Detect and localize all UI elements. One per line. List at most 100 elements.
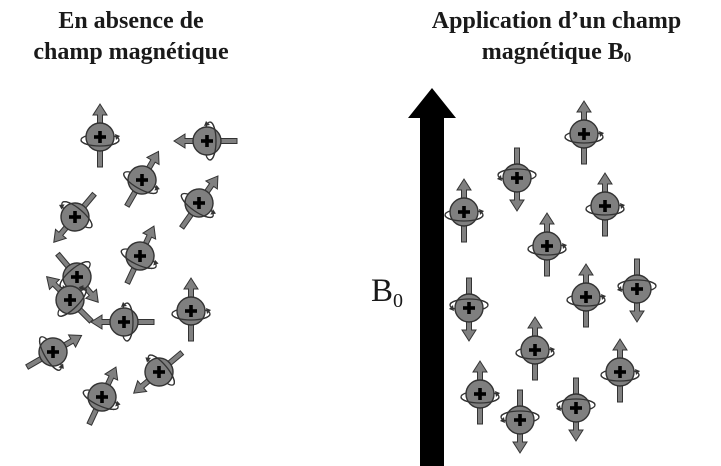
charge-plus-sign [511,172,523,184]
proton-r3 [123,150,160,208]
field-label: B0 [371,273,403,319]
proton-r6 [120,225,159,285]
proton-a10 [600,338,640,403]
title-with-field-line1: Application d’un champ [431,8,682,34]
proton-a11 [460,360,500,425]
charge-plus-sign [94,131,106,143]
precession-ring-front [123,172,158,195]
protons-random-group [25,103,238,426]
proton-a5 [527,212,567,277]
precession-ring-front [148,354,175,386]
precession-ring-front [566,299,606,307]
precession-ring-front [171,313,211,321]
charge-plus-sign [64,294,76,306]
proton-r11 [133,350,185,394]
proton-a1 [564,100,604,165]
rotation-marker [58,363,64,369]
charge-plus-sign [474,388,486,400]
precession-ring-front [564,136,604,144]
proton-a4 [585,172,625,237]
precession-ring-front [527,248,567,256]
proton-a2 [497,147,537,212]
rotation-marker [121,302,127,307]
proton-r10 [25,334,83,371]
charge-plus-sign [529,344,541,356]
title-no-field-line1: En absence de [58,8,204,34]
proton-r1 [80,103,120,168]
charge-plus-sign [578,128,590,140]
rotation-marker [550,347,555,353]
charge-plus-sign [69,211,81,223]
rotation-marker [601,294,606,300]
precession-ring-front [61,201,93,228]
rotation-marker [145,357,152,363]
precession-ring-front [585,208,625,216]
title-no-field: En absence de champ magnétique [0,6,262,68]
precession-ring-front [180,194,214,219]
proton-a12 [556,377,596,442]
proton-r4 [179,175,219,230]
precession-ring-front [120,250,157,270]
field-arrow [408,88,456,466]
precession-ring-front [80,139,120,147]
charge-plus-sign [134,250,146,262]
proton-r2 [173,121,238,161]
rotation-marker [620,203,625,209]
charge-plus-sign [193,197,205,209]
precession-ring-front [126,302,134,342]
precession-ring-front [617,279,657,287]
title-no-field-line2: champ magnétique [33,39,229,65]
charge-plus-sign [458,206,470,218]
charge-plus-sign [614,366,626,378]
rotation-marker [154,184,160,191]
proton-r7 [55,251,99,303]
precession-ring-front [209,121,217,161]
proton-r5 [53,191,97,243]
precession-ring-front [497,168,537,176]
precession-ring-front [449,298,489,306]
charge-plus-sign [514,414,526,426]
precession-ring-front [515,352,555,360]
charge-plus-sign [631,283,643,295]
precession-ring-front [600,374,640,382]
rotation-marker [556,405,561,411]
title-with-field-line2: magnétique B0 [392,37,721,74]
charge-plus-sign [118,316,130,328]
charge-plus-sign [580,291,592,303]
proton-a3 [444,178,484,243]
title-with-field-line2-main: magnétique B [481,39,624,65]
charge-plus-sign [71,271,83,283]
charge-plus-sign [463,302,475,314]
protons-aligned-group [444,100,657,454]
title-with-field: Application d’un champ magnétique B0 [392,6,721,74]
charge-plus-sign [541,240,553,252]
proton-r9 [171,277,211,342]
precession-ring-front [38,336,61,371]
rotation-marker [59,204,65,210]
rotation-marker [210,209,216,215]
proton-a8 [449,277,489,342]
rotation-marker [206,308,211,314]
field-label-subscript: 0 [393,290,404,312]
precession-ring-front [556,398,596,406]
rotation-marker [635,369,640,375]
charge-plus-sign [47,346,59,358]
rotation-marker [562,243,567,249]
proton-a7 [566,263,606,328]
precession-ring-front [460,396,500,404]
rotation-marker [495,391,500,397]
charge-plus-sign [96,391,108,403]
rotation-marker [500,417,505,423]
rotation-marker [153,259,159,266]
charge-plus-sign [185,305,197,317]
rotation-marker [204,121,210,126]
charge-plus-sign [570,402,582,414]
rotation-marker [617,286,622,292]
proton-a6 [617,258,657,323]
field-label-main: B [371,273,394,309]
proton-r12 [82,366,121,426]
proton-r13 [46,276,94,324]
rotation-marker [479,209,484,215]
precession-ring-front [500,410,540,418]
